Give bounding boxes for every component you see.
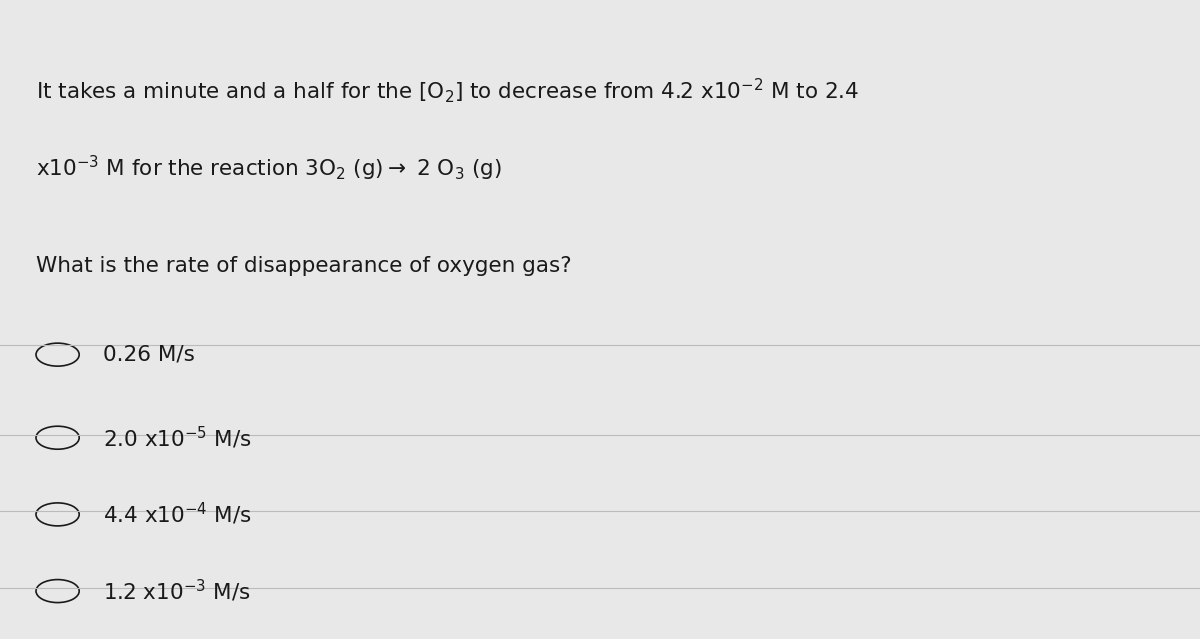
Text: x10$^{-3}$ M for the reaction 3O$_2$ (g)$\rightarrow$ 2 O$_3$ (g): x10$^{-3}$ M for the reaction 3O$_2$ (g)… [36,153,502,183]
Text: It takes a minute and a half for the [O$_2$] to decrease from 4.2 x10$^{-2}$ M t: It takes a minute and a half for the [O$… [36,77,859,105]
Text: 0.26 M/s: 0.26 M/s [103,344,196,365]
Text: 4.4 x10$^{-4}$ M/s: 4.4 x10$^{-4}$ M/s [103,501,252,528]
Text: 2.0 x10$^{-5}$ M/s: 2.0 x10$^{-5}$ M/s [103,424,252,451]
Text: What is the rate of disappearance of oxygen gas?: What is the rate of disappearance of oxy… [36,256,571,275]
Text: 1.2 x10$^{-3}$ M/s: 1.2 x10$^{-3}$ M/s [103,578,251,604]
